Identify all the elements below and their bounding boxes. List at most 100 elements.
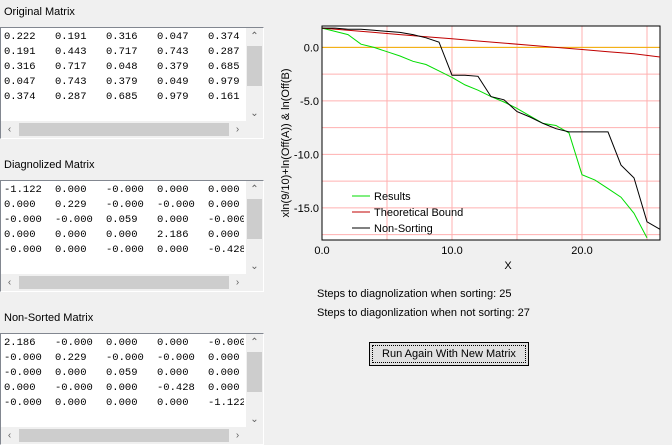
matrix-cell: -0.428 bbox=[157, 382, 195, 394]
scroll-up-icon[interactable]: ⌃ bbox=[250, 184, 259, 195]
legend-label: Theoretical Bound bbox=[374, 207, 463, 219]
matrix-row: 0.222 0.191 0.316 0.047 0.374 bbox=[4, 30, 244, 45]
matrix-cell: 0.374 bbox=[208, 31, 240, 43]
scroll-left-icon[interactable]: ‹ bbox=[7, 277, 12, 288]
legend-label: Results bbox=[374, 191, 411, 203]
matrix-cell: -0.000 bbox=[4, 397, 42, 409]
y-tick-label: 0.0 bbox=[304, 42, 319, 54]
matrix-cell: 2.186 bbox=[4, 337, 36, 349]
diagonalized-matrix-text: -1.122 0.000 -0.000 0.000 0.000 0.000 0.229 -0.… bbox=[4, 183, 244, 273]
scroll-left-icon[interactable]: ‹ bbox=[7, 430, 12, 441]
matrix-cell: 0.979 bbox=[157, 91, 189, 103]
matrix-cell: 2.186 bbox=[157, 229, 189, 241]
matrix-cell: 0.000 bbox=[157, 367, 189, 379]
scroll-up-icon[interactable]: ⌃ bbox=[250, 31, 259, 42]
diagonalized-vertical-scrollbar[interactable]: ⌃ ⌄ bbox=[246, 181, 263, 275]
matrix-cell: 0.161 bbox=[208, 91, 240, 103]
x-tick-label: 0.0 bbox=[314, 245, 329, 257]
diagonalized-matrix-box[interactable]: -1.122 0.000 -0.000 0.000 0.000 0.000 0.229 -0.… bbox=[0, 180, 264, 292]
scroll-down-icon[interactable]: ⌄ bbox=[250, 108, 259, 119]
matrix-cell: 0.287 bbox=[208, 46, 240, 58]
nonsorted-vertical-scrollbar[interactable]: ⌃ ⌄ bbox=[246, 334, 263, 428]
y-tick-label: -5.0 bbox=[300, 96, 319, 108]
series-line-theoretical-bound bbox=[322, 27, 660, 58]
matrix-cell: 0.000 bbox=[208, 352, 240, 364]
matrix-cell: 0.000 bbox=[106, 397, 138, 409]
x-tick-label: 20.0 bbox=[571, 245, 592, 257]
nonsorted-matrix-box[interactable]: 2.186 -0.000 0.000 0.000 -0.000 -0.000 0.229 -0… bbox=[0, 333, 264, 445]
matrix-cell: -0.000 bbox=[208, 214, 244, 226]
matrix-cell: 0.685 bbox=[106, 91, 138, 103]
y-tick-label: -10.0 bbox=[294, 149, 319, 161]
scroll-right-icon[interactable]: › bbox=[235, 277, 240, 288]
scroll-left-icon[interactable]: ‹ bbox=[7, 124, 12, 135]
matrix-cell: -0.000 bbox=[106, 352, 144, 364]
matrix-cell: 0.316 bbox=[4, 61, 36, 73]
matrix-cell: -0.000 bbox=[4, 214, 42, 226]
x-axis-label: X bbox=[504, 260, 512, 272]
matrix-cell: 0.047 bbox=[157, 31, 189, 43]
scroll-thumb[interactable] bbox=[19, 276, 229, 289]
sorting-steps-text: Steps to diagnolization when sorting: 25 bbox=[317, 288, 512, 300]
matrix-cell: -0.428 bbox=[208, 244, 244, 256]
scroll-thumb[interactable] bbox=[19, 123, 229, 136]
run-again-button[interactable]: Run Again With New Matrix bbox=[369, 342, 529, 366]
matrix-cell: 0.000 bbox=[106, 229, 138, 241]
run-again-button-label: Run Again With New Matrix bbox=[372, 345, 526, 363]
original-horizontal-scrollbar[interactable]: ‹ › bbox=[1, 121, 246, 138]
matrix-row: -0.000 0.000 -0.000 0.000 -0.428 bbox=[4, 243, 244, 258]
scroll-thumb[interactable] bbox=[247, 46, 262, 86]
y-tick-label: -15.0 bbox=[294, 203, 319, 215]
matrix-row: -1.122 0.000 -0.000 0.000 0.000 bbox=[4, 183, 244, 198]
matrix-cell: 0.191 bbox=[4, 46, 36, 58]
matrix-cell: 0.000 bbox=[55, 397, 87, 409]
scroll-down-icon[interactable]: ⌄ bbox=[250, 414, 259, 425]
nonsorted-matrix-text: 2.186 -0.000 0.000 0.000 -0.000 -0.000 0.229 -0… bbox=[4, 336, 244, 426]
scroll-up-icon[interactable]: ⌃ bbox=[250, 337, 259, 348]
matrix-cell: 0.000 bbox=[55, 184, 87, 196]
matrix-row: 0.000 -0.000 0.000 -0.428 0.000 bbox=[4, 381, 244, 396]
scroll-corner bbox=[246, 274, 263, 291]
matrix-cell: 0.000 bbox=[55, 229, 87, 241]
matrix-cell: 0.048 bbox=[106, 61, 138, 73]
matrix-cell: -1.122 bbox=[4, 184, 42, 196]
matrix-row: -0.000 0.229 -0.000 -0.000 0.000 bbox=[4, 351, 244, 366]
scroll-corner bbox=[246, 427, 263, 444]
matrix-cell: 0.222 bbox=[4, 31, 36, 43]
scroll-thumb[interactable] bbox=[247, 199, 262, 239]
matrix-cell: 0.379 bbox=[106, 76, 138, 88]
matrix-cell: 0.000 bbox=[208, 367, 240, 379]
diagonalized-horizontal-scrollbar[interactable]: ‹ › bbox=[1, 274, 246, 291]
matrix-row: 2.186 -0.000 0.000 0.000 -0.000 bbox=[4, 336, 244, 351]
matrix-cell: -0.000 bbox=[157, 199, 195, 211]
matrix-cell: 0.229 bbox=[55, 352, 87, 364]
matrix-cell: 0.316 bbox=[106, 31, 138, 43]
matrix-row: -0.000 0.000 0.059 0.000 0.000 bbox=[4, 366, 244, 381]
matrix-cell: 0.000 bbox=[157, 244, 189, 256]
nonsorting-steps-text: Steps to diagonlization when not sorting… bbox=[317, 307, 530, 319]
nonsorted-horizontal-scrollbar[interactable]: ‹ › bbox=[1, 427, 246, 444]
matrix-cell: -0.000 bbox=[106, 199, 144, 211]
matrix-cell: 0.374 bbox=[4, 91, 36, 103]
matrix-row: 0.047 0.743 0.379 0.049 0.979 bbox=[4, 75, 244, 90]
matrix-cell: 0.379 bbox=[157, 61, 189, 73]
matrix-cell: 0.000 bbox=[157, 397, 189, 409]
original-vertical-scrollbar[interactable]: ⌃ ⌄ bbox=[246, 28, 263, 122]
scroll-thumb[interactable] bbox=[247, 352, 262, 392]
scroll-down-icon[interactable]: ⌄ bbox=[250, 261, 259, 272]
matrix-row: 0.000 0.000 0.000 2.186 0.000 bbox=[4, 228, 244, 243]
matrix-cell: 0.229 bbox=[55, 199, 87, 211]
scroll-thumb[interactable] bbox=[19, 429, 229, 442]
matrix-cell: -0.000 bbox=[106, 184, 144, 196]
original-matrix-text: 0.222 0.191 0.316 0.047 0.374 0.191 0.443 0.717… bbox=[4, 30, 244, 120]
matrix-cell: 0.743 bbox=[157, 46, 189, 58]
matrix-cell: -0.000 bbox=[4, 244, 42, 256]
original-matrix-box[interactable]: 0.222 0.191 0.316 0.047 0.374 0.191 0.443 0.717… bbox=[0, 27, 264, 139]
matrix-cell: 0.287 bbox=[55, 91, 87, 103]
plot-area bbox=[321, 25, 661, 241]
scroll-right-icon[interactable]: › bbox=[235, 124, 240, 135]
matrix-cell: 0.000 bbox=[208, 184, 240, 196]
matrix-cell: 0.000 bbox=[55, 244, 87, 256]
diagonalized-matrix-title: Diagnolized Matrix bbox=[4, 159, 95, 171]
scroll-right-icon[interactable]: › bbox=[235, 430, 240, 441]
